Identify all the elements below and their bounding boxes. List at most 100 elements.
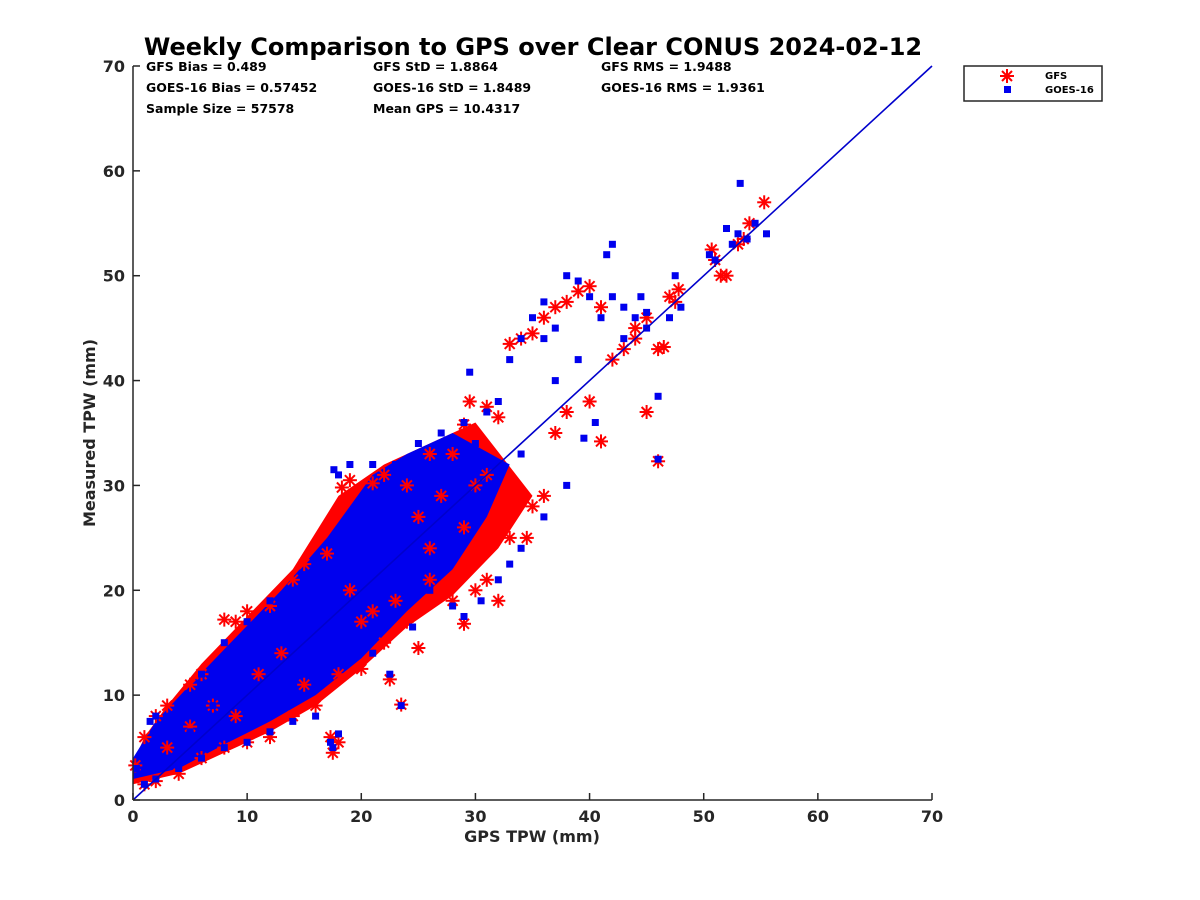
y-tick-label: 30 [103,476,125,495]
gfs-point [491,593,506,608]
goes16-point [403,502,411,510]
goes16-point [751,219,759,227]
goes16-point [243,738,251,746]
gfs-point [422,447,437,461]
goes16-point [517,335,525,343]
gfs-point [502,530,517,545]
goes16-point [289,717,297,725]
y-tick-label: 50 [103,267,125,286]
goes16-point [186,728,194,736]
gfs-point [251,667,266,682]
gfs-point [334,480,349,495]
gfs-point [548,426,563,440]
goes16-point [608,293,616,301]
gfs-point [137,730,152,745]
goes16-point [483,408,491,416]
gfs-point [519,530,534,545]
gfs-point [274,646,289,661]
gfs-point [582,279,597,294]
x-axis-label: GPS TPW (mm) [464,827,600,846]
gfs-point [594,434,608,449]
goes16-point [494,398,502,405]
gfs-point [354,661,369,676]
goes16-point [175,702,183,710]
gfs-point [462,394,477,409]
y-tick-label: 40 [103,372,125,391]
stat-gfs-bias: GFS Bias = 0.489 [146,59,267,74]
gfs-point [365,604,380,619]
stat-gfs-rms: GFS RMS = 1.9488 [601,59,732,74]
gfs-point [468,583,483,598]
goes16-point [327,738,334,746]
goes16-point [586,293,594,301]
stat-goes-rms: GOES-16 RMS = 1.9361 [601,80,765,95]
goes16-point [603,251,611,259]
goes16-point [277,639,285,647]
x-tick-label: 60 [807,807,829,826]
x-tick-label: 40 [578,807,600,826]
legend-box [963,65,1103,102]
gfs-point [671,282,686,297]
goes16-point [335,471,342,479]
goes16-point [551,324,559,332]
goes16-point [266,597,274,605]
stat-sample-size: Sample Size = 57578 [146,101,294,116]
gfs-point [240,604,255,619]
gfs-point [354,614,369,629]
gfs-point [308,698,323,713]
gfs-point [639,405,654,419]
gfs-point [559,405,574,419]
goes16-point [711,256,719,264]
gfs-point [160,740,175,755]
goes16-point [329,744,337,752]
gfs-point [457,520,471,535]
goes16-point [734,230,742,238]
x-tick-label: 30 [464,807,486,826]
goes16-point [471,440,479,447]
goes16-point [620,303,628,311]
goes16-point [506,356,514,364]
y-ticks: 0 10 20 30 40 50 60 70 [103,57,140,810]
gfs-point [377,467,392,482]
gfs-point [582,394,597,409]
y-tick-label: 60 [103,162,125,181]
axes: 0 10 20 30 40 50 60 70 0 10 20 30 40 50 60 70 [103,57,943,826]
gfs-point [320,546,334,561]
x-tick-label: 50 [693,807,715,826]
goes16-point [563,272,571,280]
gfs-point [656,340,671,354]
goes16-point [477,597,485,605]
gfs-point [491,410,506,425]
goes16-point [723,225,730,232]
gfs-point [571,284,586,299]
goes16-point [369,461,377,468]
goes16-point [743,235,751,243]
goes16-point [357,555,365,563]
gfs-point [285,572,300,587]
gfs-point [342,583,357,598]
goes16-point [175,765,183,772]
legend-label-goes: GOES-16 [1045,85,1094,96]
goes16-point [563,481,571,489]
goes16-point [414,565,422,573]
goes16-point [220,639,228,647]
goes16-point [591,419,599,426]
goes16-point [386,670,394,678]
goes16-point [506,560,514,568]
goes16-point [369,649,377,657]
gfs-point [422,541,437,556]
goes16-point [460,419,468,426]
goes16-point [312,712,320,720]
x-tick-label: 70 [921,807,943,826]
x-tick-label: 0 [127,807,138,826]
one-to-one-line [132,65,933,801]
goes16-point [198,670,205,678]
gfs-point [445,447,460,461]
gfs-point [757,195,772,210]
goes16-point [597,314,605,322]
x-tick-label: 20 [350,807,372,826]
goes16-point [426,481,434,489]
goes16-point [608,240,616,248]
goes16-point [517,544,525,552]
